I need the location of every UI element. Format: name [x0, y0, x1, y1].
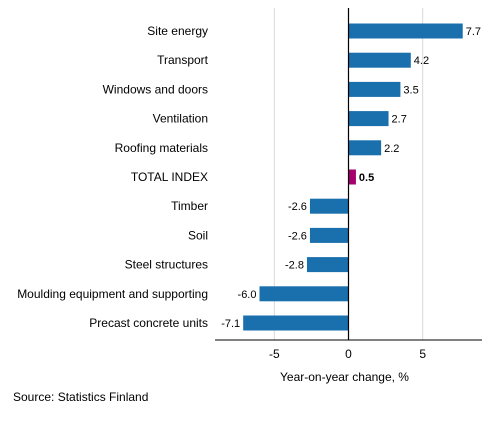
category-label: Windows and doors — [103, 82, 208, 96]
bar — [348, 23, 463, 39]
bar — [348, 81, 401, 97]
value-label: 4.2 — [414, 55, 429, 67]
value-label: -2.6 — [288, 201, 307, 213]
value-label: 0.5 — [359, 172, 374, 184]
source-note: Source: Statistics Finland — [13, 390, 149, 404]
category-label: TOTAL INDEX — [131, 170, 208, 184]
x-axis-title: Year-on-year change, % — [280, 370, 409, 384]
category-label: Ventilation — [153, 112, 208, 126]
bar — [348, 52, 411, 68]
value-label: -2.8 — [285, 260, 304, 272]
value-label: 2.7 — [392, 114, 407, 126]
bar — [348, 111, 389, 127]
value-label: 2.2 — [384, 143, 399, 155]
category-label: Steel structures — [125, 258, 208, 272]
bar — [309, 227, 349, 243]
value-label: -2.6 — [288, 230, 307, 242]
x-tick-label: 5 — [419, 347, 426, 361]
category-label: Transport — [157, 53, 209, 67]
value-label: -6.0 — [238, 289, 257, 301]
value-label: 7.7 — [466, 26, 481, 38]
bar — [348, 169, 356, 185]
bar — [309, 198, 349, 214]
bar — [306, 257, 349, 273]
category-label: Site energy — [147, 24, 208, 38]
value-label: -7.1 — [221, 318, 240, 330]
category-label: Timber — [171, 199, 208, 213]
category-label: Moulding equipment and supporting — [17, 287, 208, 301]
x-tick-label: -5 — [269, 347, 280, 361]
category-label: Soil — [188, 228, 208, 242]
category-label: Roofing materials — [115, 141, 208, 155]
value-label: 3.5 — [403, 84, 418, 96]
bar — [259, 286, 349, 302]
bar — [348, 140, 382, 156]
category-label: Precast concrete units — [89, 316, 208, 330]
bar — [243, 315, 349, 331]
x-tick-label: 0 — [345, 347, 352, 361]
